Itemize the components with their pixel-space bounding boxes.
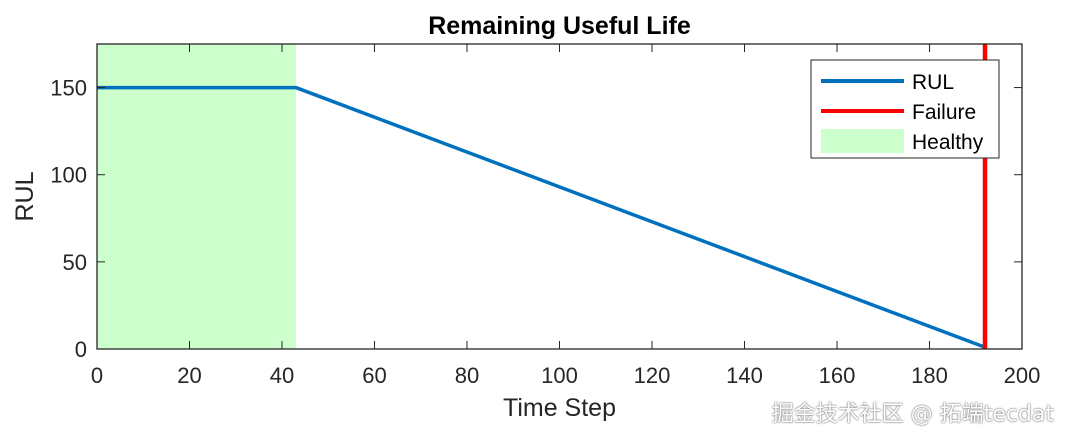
x-tick-label: 80 bbox=[455, 363, 479, 388]
healthy-region bbox=[97, 44, 296, 349]
y-tick-label: 0 bbox=[75, 337, 87, 362]
x-tick-label: 60 bbox=[362, 363, 386, 388]
x-axis-label: Time Step bbox=[503, 394, 616, 422]
y-tick-label: 100 bbox=[50, 163, 87, 188]
legend-label-failure: Failure bbox=[912, 101, 976, 124]
x-tick-label: 120 bbox=[634, 363, 671, 388]
legend-label-healthy: Healthy bbox=[912, 131, 984, 154]
x-tick-label: 200 bbox=[1004, 363, 1041, 388]
legend: RUL Failure Healthy bbox=[810, 59, 1000, 159]
watermark: 掘金技术社区 @ 拓端tecdat bbox=[771, 402, 1054, 427]
rul-series-line bbox=[97, 85, 986, 349]
x-tick-label: 0 bbox=[91, 363, 103, 388]
y-tick-label: 50 bbox=[63, 250, 87, 275]
x-tick-label: 100 bbox=[541, 363, 578, 388]
y-tick-label: 150 bbox=[50, 76, 87, 101]
x-tick-label: 20 bbox=[177, 363, 201, 388]
x-tick-label: 140 bbox=[726, 363, 763, 388]
y-axis-label: RUL bbox=[11, 171, 39, 221]
x-tick-label: 160 bbox=[819, 363, 856, 388]
x-tick-label: 40 bbox=[270, 363, 294, 388]
legend-label-rul: RUL bbox=[912, 71, 954, 94]
chart-title: Remaining Useful Life bbox=[428, 12, 691, 40]
x-tick-label: 180 bbox=[911, 363, 948, 388]
legend-swatch-healthy bbox=[821, 129, 904, 153]
